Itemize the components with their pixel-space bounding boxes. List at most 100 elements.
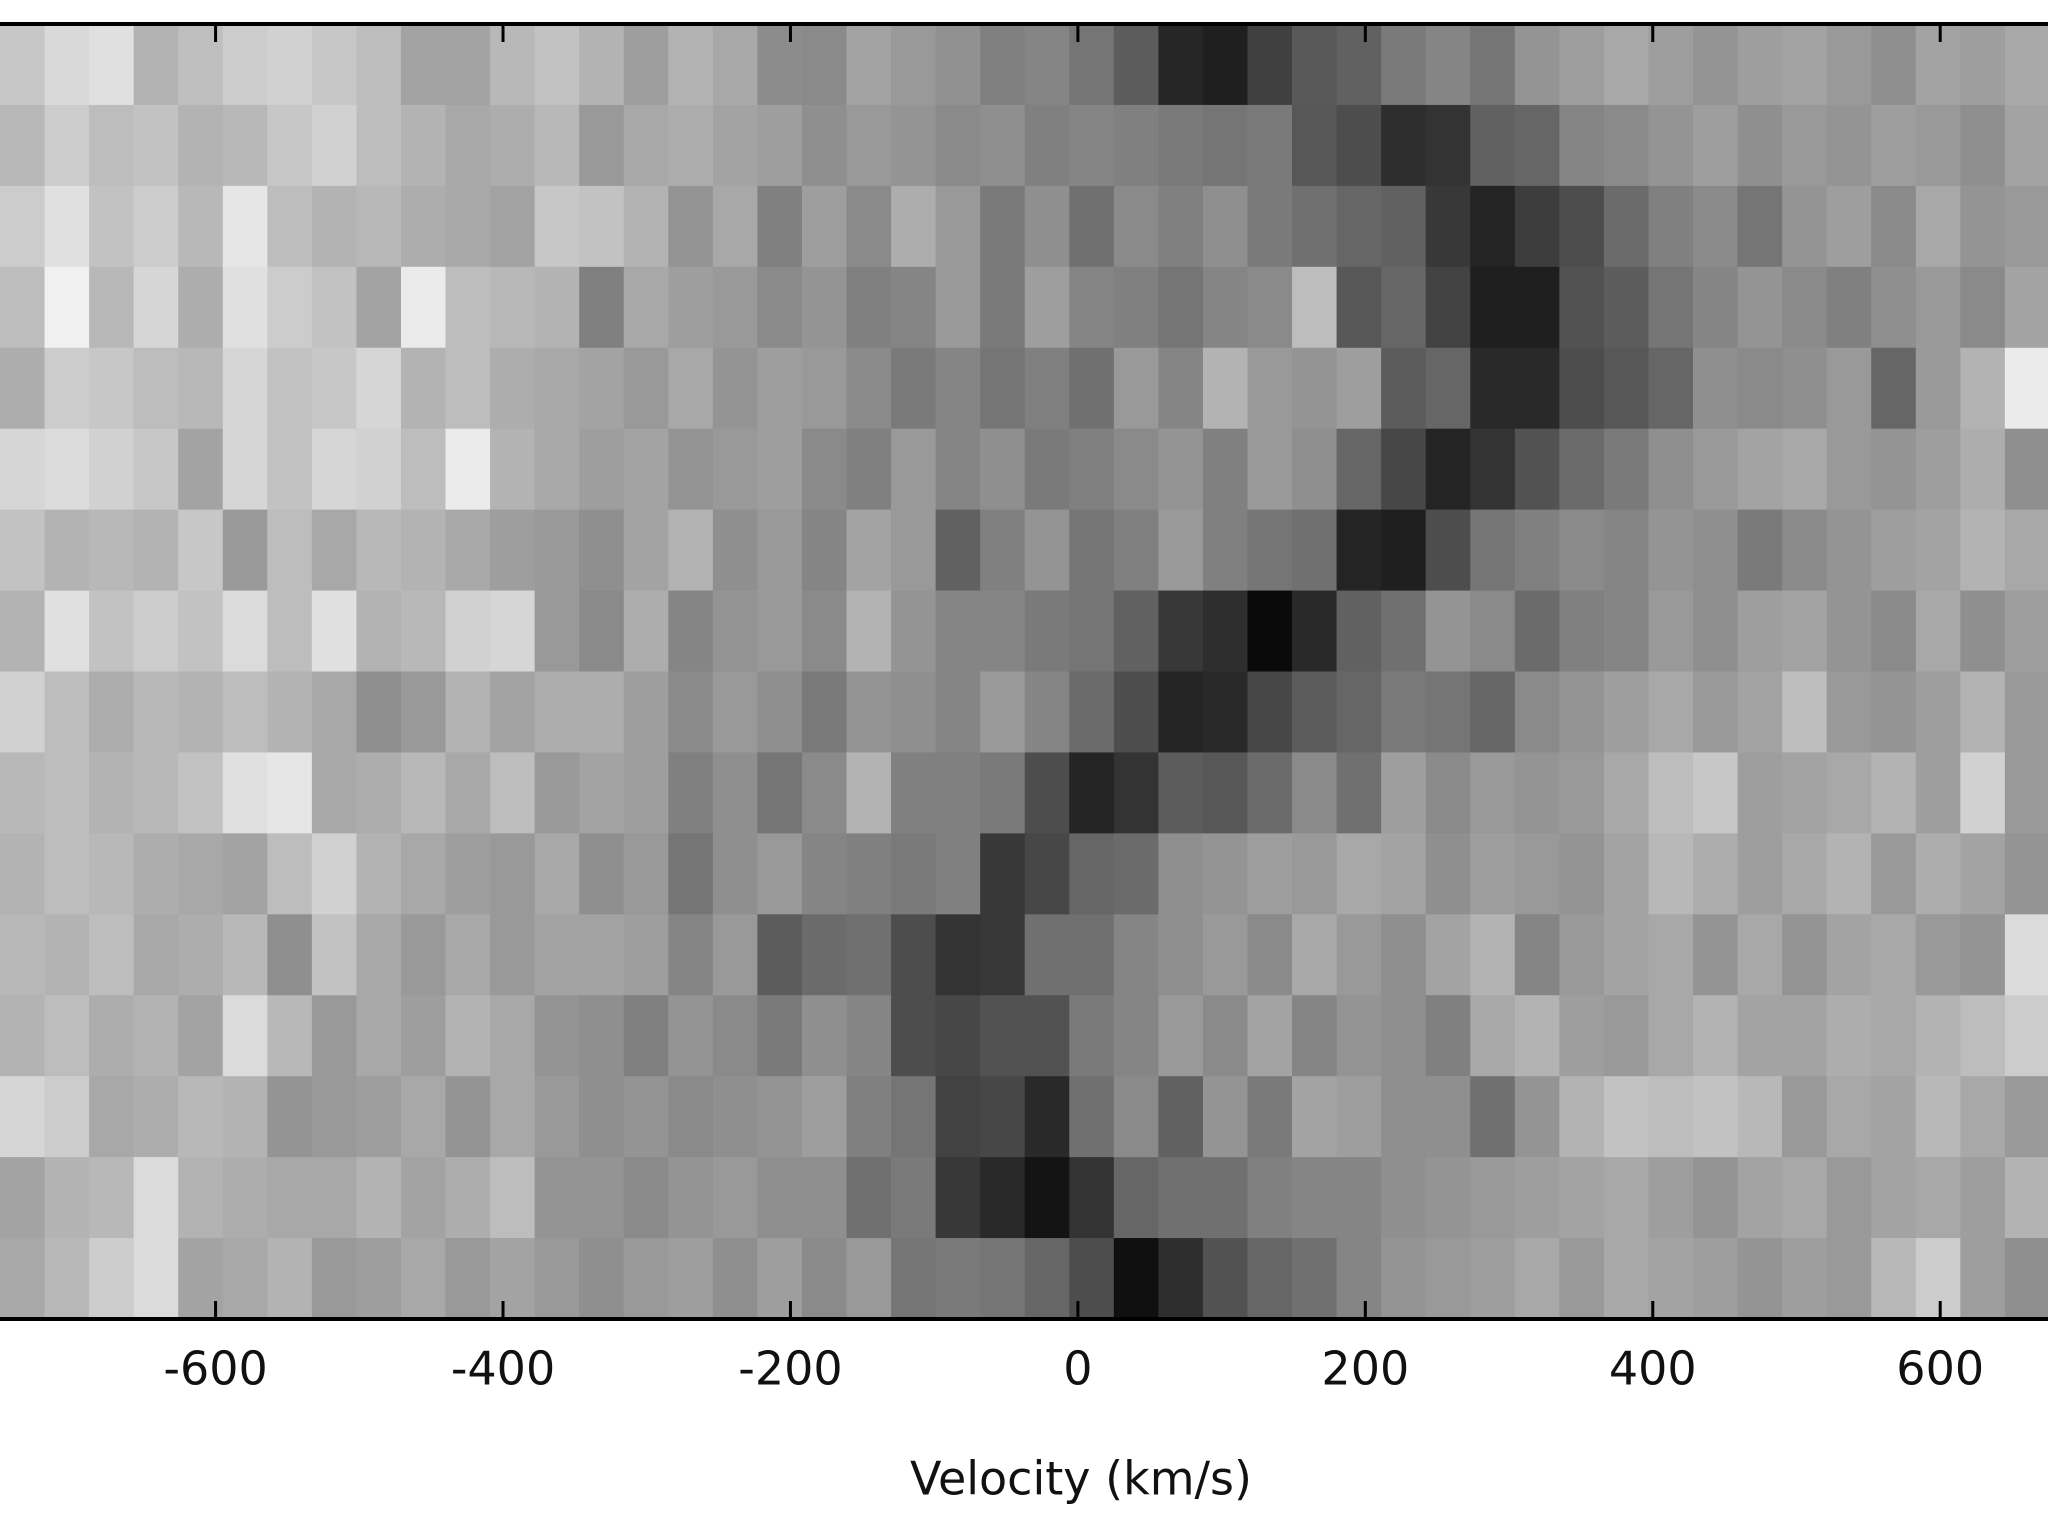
cell: [534, 995, 580, 1077]
cell: [1336, 104, 1382, 187]
cell: [178, 509, 224, 592]
cell: [1693, 1157, 1739, 1239]
cell: [1826, 24, 1872, 106]
cell: [1381, 428, 1427, 511]
cell: [1381, 104, 1427, 187]
cell: [400, 1157, 447, 1239]
cell: [980, 914, 1026, 996]
cell: [356, 266, 402, 349]
cell: [579, 1076, 625, 1158]
cell: [1069, 833, 1115, 915]
cell: [1470, 590, 1516, 673]
cell: [89, 428, 135, 511]
cell: [1336, 833, 1382, 915]
cell: [534, 266, 580, 349]
cell: [1960, 24, 2006, 106]
x-tick-label: 600: [1896, 1342, 1984, 1396]
cell: [1603, 1238, 1650, 1319]
cell: [1292, 104, 1338, 187]
x-tick-label: 0: [1063, 1342, 1092, 1396]
cell: [1425, 995, 1471, 1077]
cell: [1024, 833, 1070, 915]
cell: [1202, 914, 1249, 996]
cell: [178, 185, 224, 268]
cell: [1113, 347, 1159, 430]
cell: [1381, 590, 1427, 673]
cell: [534, 1157, 580, 1239]
cell: [1871, 590, 1917, 673]
cell: [579, 1238, 625, 1319]
cell: [267, 1076, 313, 1158]
cell: [712, 347, 759, 430]
cell: [1158, 752, 1204, 834]
cell: [1737, 266, 1783, 349]
cell: [534, 509, 580, 592]
cell: [1024, 509, 1070, 592]
cell: [445, 24, 491, 106]
cell: [1960, 1157, 2006, 1239]
cell: [89, 1157, 135, 1239]
cell: [222, 428, 268, 511]
cell: [44, 590, 90, 673]
cell: [0, 24, 46, 106]
cell: [400, 590, 447, 673]
cell: [1292, 1238, 1338, 1319]
cell: [445, 104, 491, 187]
cell: [623, 833, 669, 915]
cell: [1425, 1238, 1471, 1319]
cell: [1648, 266, 1694, 349]
cell: [222, 1238, 268, 1319]
cell: [757, 671, 803, 754]
cell: [935, 509, 981, 592]
cell: [1470, 347, 1516, 430]
cell: [1603, 752, 1650, 834]
cell: [1024, 590, 1070, 673]
cell: [1915, 1076, 1961, 1158]
cell: [846, 671, 892, 754]
cell: [801, 347, 848, 430]
cell: [1069, 995, 1115, 1077]
cell: [579, 24, 625, 106]
cell: [1336, 509, 1382, 592]
cell: [1113, 1238, 1159, 1319]
cell: [1826, 1157, 1872, 1239]
cell: [757, 428, 803, 511]
cell: [1381, 995, 1427, 1077]
cell: [757, 1157, 803, 1239]
cell: [1871, 1157, 1917, 1239]
cell: [1603, 833, 1650, 915]
cell: [1069, 428, 1115, 511]
cell: [1113, 104, 1159, 187]
cell: [801, 509, 848, 592]
cell: [0, 914, 46, 996]
cell: [1737, 1076, 1783, 1158]
cell: [980, 1238, 1026, 1319]
cell: [623, 347, 669, 430]
cell: [801, 833, 848, 915]
cell: [1158, 266, 1204, 349]
x-tick-label: -400: [451, 1342, 555, 1396]
cell: [1915, 185, 1961, 268]
cell: [44, 914, 90, 996]
cell: [1871, 671, 1917, 754]
cell: [1693, 590, 1739, 673]
cell: [44, 752, 90, 834]
cell: [445, 590, 491, 673]
cell: [712, 590, 759, 673]
cell: [445, 1157, 491, 1239]
cell: [1960, 509, 2006, 592]
cell: [1960, 347, 2006, 430]
cell: [980, 509, 1026, 592]
cell: [891, 671, 937, 754]
cell: [1826, 914, 1872, 996]
cell: [89, 185, 135, 268]
cell: [534, 833, 580, 915]
cell: [445, 671, 491, 754]
cell: [1202, 104, 1249, 187]
cell: [1648, 24, 1694, 106]
cell: [1826, 671, 1872, 754]
cell: [267, 1238, 313, 1319]
cell: [935, 1157, 981, 1239]
cell: [980, 347, 1026, 430]
cell: [891, 1157, 937, 1239]
